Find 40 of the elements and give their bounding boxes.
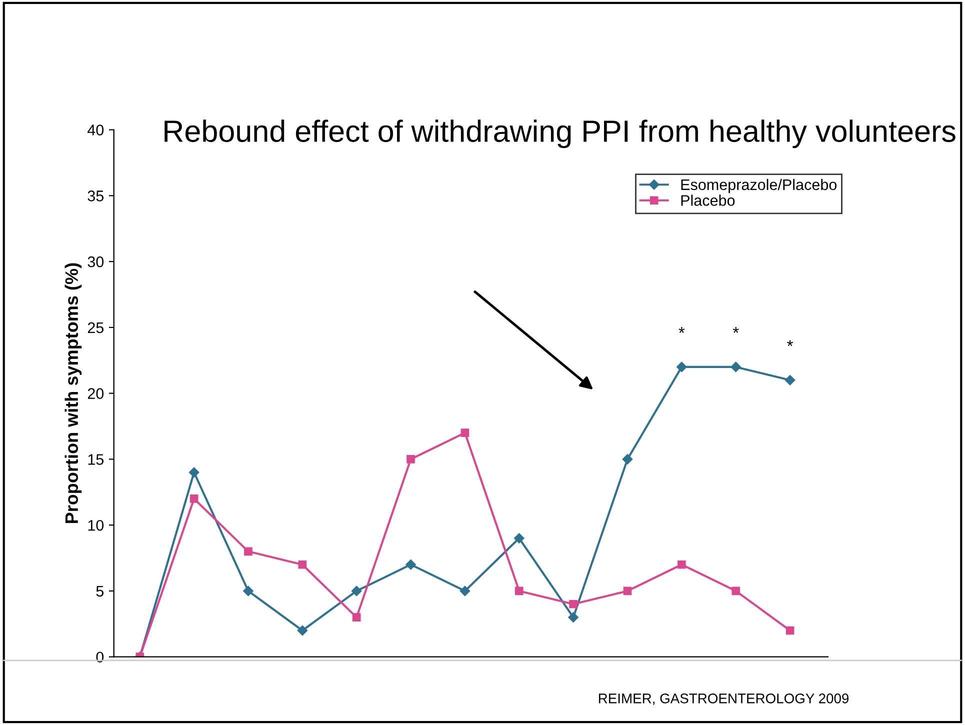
data-label: *	[787, 340, 794, 346]
y-tick-label: 25	[88, 322, 104, 334]
point	[730, 362, 741, 372]
point	[190, 494, 198, 503]
point	[786, 626, 794, 635]
point	[352, 613, 361, 622]
point	[406, 455, 415, 464]
point	[568, 612, 578, 622]
point	[676, 362, 687, 372]
y-tick-label: 35	[88, 190, 104, 202]
point	[623, 586, 632, 596]
point	[297, 625, 308, 636]
point	[298, 560, 307, 569]
y-tick-label: 10	[88, 520, 104, 531]
point	[514, 533, 524, 544]
point	[784, 375, 796, 386]
point	[622, 454, 633, 464]
point	[569, 600, 578, 608]
y-tick-label: 30	[88, 256, 104, 268]
y-tick-label: 20	[88, 388, 104, 399]
point	[678, 560, 686, 569]
annotation: Rebound effect of withdrawing PPI from healthy volunteers	[164, 120, 956, 148]
point	[351, 586, 362, 596]
y-axis-title: Proportion with symptoms (%)	[64, 263, 82, 523]
point	[244, 547, 252, 556]
point	[460, 586, 470, 596]
legend-label: Placebo	[681, 194, 735, 206]
y-tick-label: 40	[88, 124, 104, 136]
point	[514, 586, 524, 596]
y-tick-label: 15	[88, 454, 104, 465]
point	[406, 560, 416, 570]
point	[188, 467, 200, 478]
legend-label: Esomeprazole/Placebo	[681, 178, 837, 194]
y-tick-label: 5	[96, 586, 104, 597]
data-label: *	[678, 327, 685, 333]
point	[460, 428, 470, 438]
data-label: *	[732, 327, 739, 333]
text: REIMER, GASTROENTEROLOGY 2009	[598, 694, 849, 705]
point	[732, 586, 740, 596]
point	[243, 586, 254, 596]
